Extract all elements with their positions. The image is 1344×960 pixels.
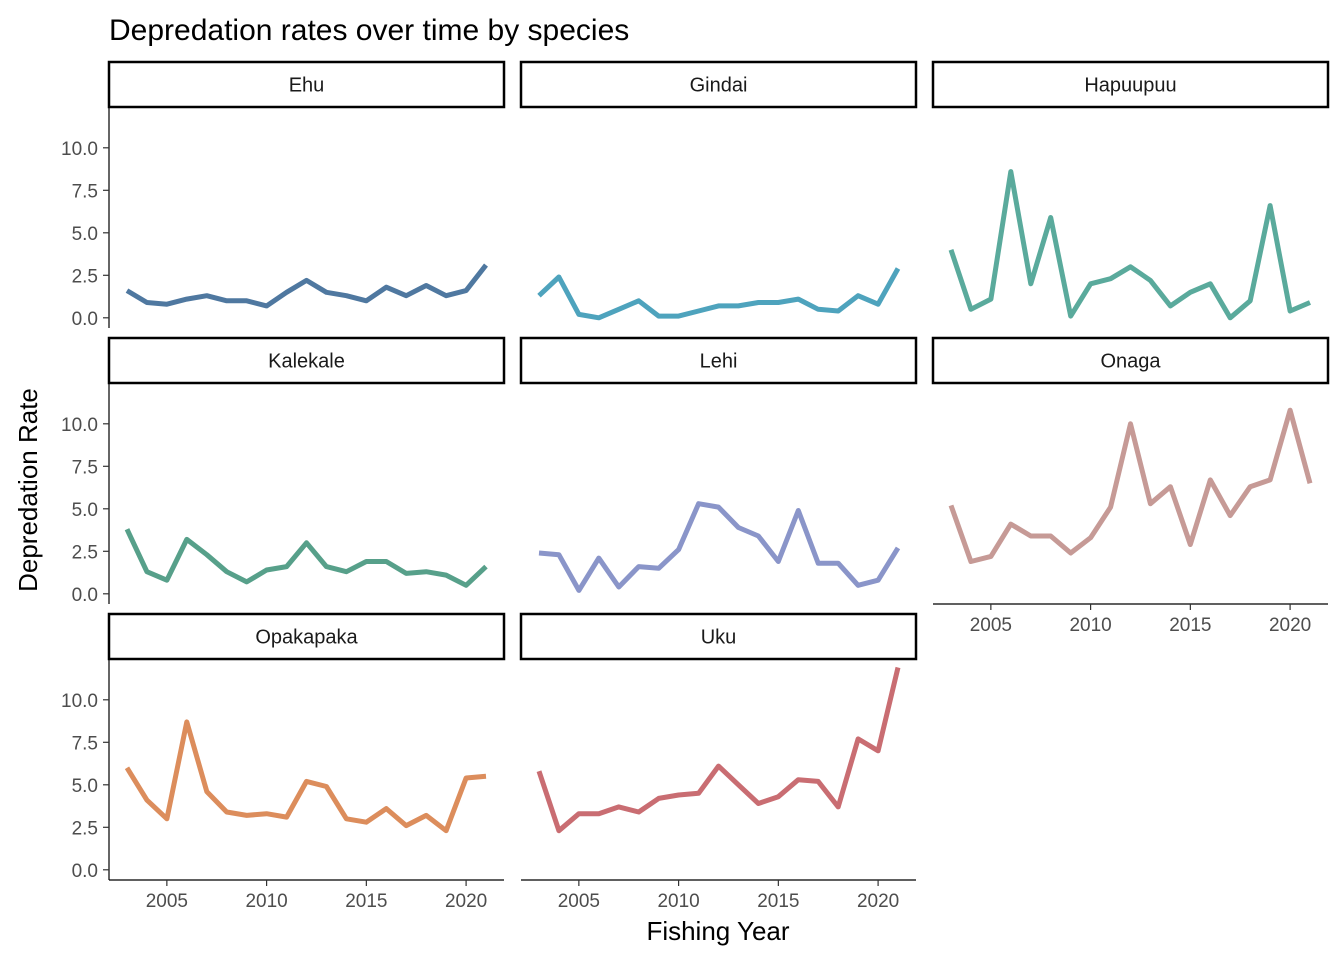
y-tick-label: 2.5 [72,818,98,839]
facet-ehu: Ehu 0.0 2.5 5.0 7.5 10.0 [61,60,506,330]
strip-uku [519,612,918,661]
x-tick-label: 2015 [1169,615,1211,636]
facet-gindai: Gindai [519,60,918,321]
series-line-hapuupuu [948,169,1311,321]
y-tick-label: 0.0 [72,585,98,606]
facet-lehi: Lehi [519,336,918,593]
strip-label-opakapaka: Opakapaka [255,627,358,649]
series-line-onaga [948,407,1313,564]
x-tick-label: 2010 [245,891,287,912]
strip-ehu [107,60,506,109]
y-tick-label: 10.0 [61,691,98,712]
y-tick-label: 5.0 [72,776,98,797]
y-tick-label: 7.5 [72,733,98,754]
x-tick-label: 2005 [558,891,600,912]
x-tick-label: 2020 [1269,615,1311,636]
strip-onaga [931,336,1330,385]
strip-lehi [519,336,918,385]
series-line-ehu [125,263,488,309]
series-line-lehi [538,501,901,593]
y-tick-label: 5.0 [72,500,98,521]
facet-hapuupuu: Hapuupuu [931,60,1330,321]
y-tick-label: 10.0 [61,139,98,160]
x-tick-label: 2005 [970,615,1012,636]
x-tick-label: 2010 [657,891,699,912]
x-tick-label: 2005 [146,891,188,912]
x-tick-label: 2015 [345,891,387,912]
y-tick-label: 7.5 [72,457,98,478]
series-line-kalekale [124,528,488,588]
strip-label-uku: Uku [701,627,737,649]
y-tick-label: 10.0 [61,415,98,436]
x-tick-label: 2010 [1069,615,1111,636]
facet-uku: Uku 2005 2010 2015 2020 [519,612,918,912]
strip-label-onaga: Onaga [1100,351,1161,373]
strip-label-hapuupuu: Hapuupuu [1084,75,1176,97]
strip-hapuupuu [931,60,1330,109]
y-tick-label: 5.0 [72,224,98,245]
facet-onaga: Onaga 2005 2010 2015 2020 [931,336,1330,636]
series-line-gindai [537,267,901,321]
y-axis-title: Depredation Rate [13,388,43,592]
strip-gindai [519,60,918,109]
y-tick-label: 7.5 [72,181,98,202]
strip-kalekale [107,336,506,385]
y-tick-label: 0.0 [72,861,98,882]
y-tick-label: 0.0 [72,309,98,330]
strip-label-gindai: Gindai [690,75,748,97]
y-tick-label: 2.5 [72,266,98,287]
strip-label-ehu: Ehu [289,75,325,97]
strip-label-kalekale: Kalekale [268,351,345,373]
facet-opakapaka: Opakapaka 0.0 2.5 5.0 7.5 10.0 2005 2010 2015 202… [61,612,506,912]
facet-panels: Ehu 0.0 2.5 5.0 7.5 10.0 Gindai Hapuupuu Kalekal… [61,60,1330,912]
series-line-uku [536,666,901,834]
chart-title: Depredation rates over time by species [109,14,629,47]
series-line-opakapaka [124,719,487,834]
facet-kalekale: Kalekale 0.0 2.5 5.0 7.5 10.0 [61,336,506,606]
x-tick-label: 2020 [857,891,899,912]
y-tick-label: 2.5 [72,542,98,563]
x-tick-label: 2020 [445,891,487,912]
x-axis-title: Fishing Year [646,916,789,946]
strip-label-lehi: Lehi [700,351,738,373]
strip-opakapaka [107,612,506,661]
x-tick-label: 2015 [757,891,799,912]
